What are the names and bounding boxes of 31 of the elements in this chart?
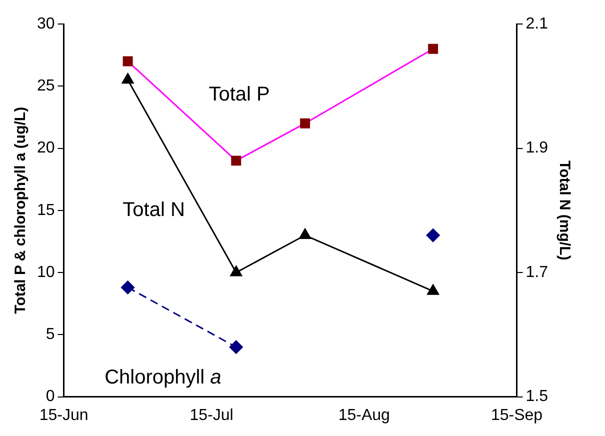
y-tick-label: 0 bbox=[46, 388, 55, 406]
x-tick-label: 15-Jul bbox=[190, 406, 234, 424]
x-tick-label: 15-Jun bbox=[39, 406, 88, 424]
y2-tick-label: 1.7 bbox=[526, 264, 548, 281]
y-axis-title: Total P & chlorophyll a (ug/L) bbox=[12, 106, 30, 314]
y-tick-label: 15 bbox=[37, 202, 55, 219]
series-label: Chlorophyll a bbox=[104, 366, 222, 389]
point bbox=[428, 44, 438, 54]
point bbox=[299, 228, 311, 240]
y2-axis-title: Total N (mg/L) bbox=[556, 160, 573, 260]
y2-tick-label: 2.1 bbox=[526, 15, 548, 32]
x-tick-label: 15-Aug bbox=[338, 406, 390, 424]
point bbox=[231, 156, 242, 166]
series-label: Total P bbox=[208, 83, 270, 106]
point bbox=[122, 56, 133, 66]
series-label: Total N bbox=[122, 198, 185, 221]
y2-tick-label: 1.9 bbox=[526, 140, 548, 157]
x-tick-label: 15-Sep bbox=[490, 406, 543, 424]
y-tick-label: 10 bbox=[37, 264, 55, 281]
y2-tick-label: 1.5 bbox=[526, 388, 548, 406]
point bbox=[427, 284, 440, 295]
y-tick-label: 20 bbox=[37, 140, 55, 157]
point bbox=[121, 280, 135, 294]
y-tick-label: 30 bbox=[37, 15, 55, 32]
point bbox=[426, 228, 440, 242]
y-tick-label: 25 bbox=[37, 78, 55, 95]
y-tick-label: 5 bbox=[46, 326, 55, 344]
point bbox=[229, 340, 243, 354]
point bbox=[300, 118, 310, 128]
point bbox=[230, 266, 242, 276]
point bbox=[122, 73, 134, 84]
